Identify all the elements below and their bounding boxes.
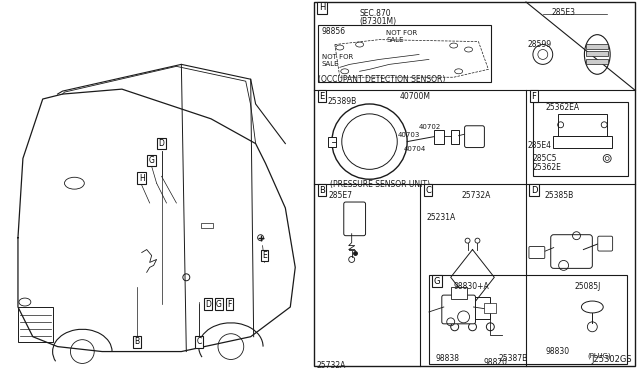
Bar [586, 51, 608, 57]
Text: 98838: 98838 [436, 353, 460, 363]
Bar [434, 130, 444, 144]
Text: 25389B: 25389B [328, 97, 357, 106]
Text: H: H [319, 3, 325, 12]
Text: C: C [425, 186, 431, 195]
Text: J25302GS: J25302GS [591, 355, 632, 365]
Text: G: G [434, 277, 440, 286]
FancyBboxPatch shape [551, 235, 593, 268]
Bar [429, 275, 627, 365]
Text: 98830: 98830 [546, 347, 570, 356]
Text: H: H [139, 174, 145, 183]
Bar [553, 136, 612, 148]
FancyBboxPatch shape [442, 295, 476, 324]
Text: NOT FOR: NOT FOR [387, 30, 417, 36]
Text: 40702: 40702 [419, 124, 441, 130]
Text: 28599: 28599 [528, 39, 552, 49]
Text: F: F [228, 299, 232, 308]
Bar [328, 137, 336, 147]
Text: G: G [216, 299, 222, 308]
Text: 285E7: 285E7 [329, 191, 353, 200]
Text: SALE: SALE [387, 36, 404, 43]
Text: E: E [319, 92, 324, 100]
Text: E: E [262, 251, 267, 260]
Text: 285C5: 285C5 [533, 154, 557, 163]
Text: 40703: 40703 [397, 132, 420, 138]
Text: NOT FOR: NOT FOR [322, 54, 353, 61]
Bar [451, 130, 459, 144]
Text: (B7301M): (B7301M) [360, 17, 397, 26]
Bar [451, 287, 467, 299]
Bar [484, 303, 496, 313]
Text: 25385B: 25385B [545, 191, 574, 200]
Text: D: D [159, 139, 164, 148]
Text: 285E4: 285E4 [528, 141, 552, 150]
Text: 98830+A: 98830+A [454, 282, 490, 291]
Text: 25362EA: 25362EA [546, 103, 580, 112]
Text: C: C [196, 337, 202, 346]
Text: 40704: 40704 [404, 145, 426, 151]
Text: 40700M: 40700M [399, 92, 430, 101]
Text: SALE: SALE [322, 61, 339, 67]
Text: 25085J: 25085J [575, 282, 601, 291]
FancyBboxPatch shape [465, 126, 484, 148]
Text: SEC.870: SEC.870 [360, 9, 391, 18]
Text: 25362E: 25362E [533, 163, 562, 172]
Bar [454, 297, 490, 319]
Bar [18, 307, 52, 341]
Bar [314, 2, 635, 366]
Bar [586, 44, 608, 48]
FancyBboxPatch shape [529, 247, 545, 259]
FancyBboxPatch shape [344, 202, 365, 236]
Bar [557, 114, 607, 136]
Text: B: B [319, 186, 325, 195]
Text: B: B [134, 337, 140, 346]
Text: 98856: 98856 [322, 27, 346, 36]
Text: (PRESSURE SENSOR UNIT): (PRESSURE SENSOR UNIT) [330, 180, 430, 189]
Text: 25387B: 25387B [499, 353, 527, 363]
FancyBboxPatch shape [598, 236, 612, 251]
Text: 98820: 98820 [483, 359, 508, 368]
Bar [201, 223, 213, 228]
Text: 285E3: 285E3 [552, 8, 575, 17]
Bar [586, 60, 608, 64]
Text: 25732A: 25732A [461, 191, 491, 200]
Text: (OCCUPANT DETECTION SENSOR): (OCCUPANT DETECTION SENSOR) [318, 75, 445, 84]
Text: F: F [531, 92, 536, 100]
Text: 25732A: 25732A [316, 362, 346, 371]
Bar [318, 25, 492, 82]
Bar [533, 102, 628, 176]
Text: G: G [148, 156, 155, 165]
Text: 25231A: 25231A [427, 213, 456, 222]
Text: D: D [205, 299, 211, 308]
Text: (PLUG): (PLUG) [588, 353, 611, 359]
Text: D: D [531, 186, 537, 195]
